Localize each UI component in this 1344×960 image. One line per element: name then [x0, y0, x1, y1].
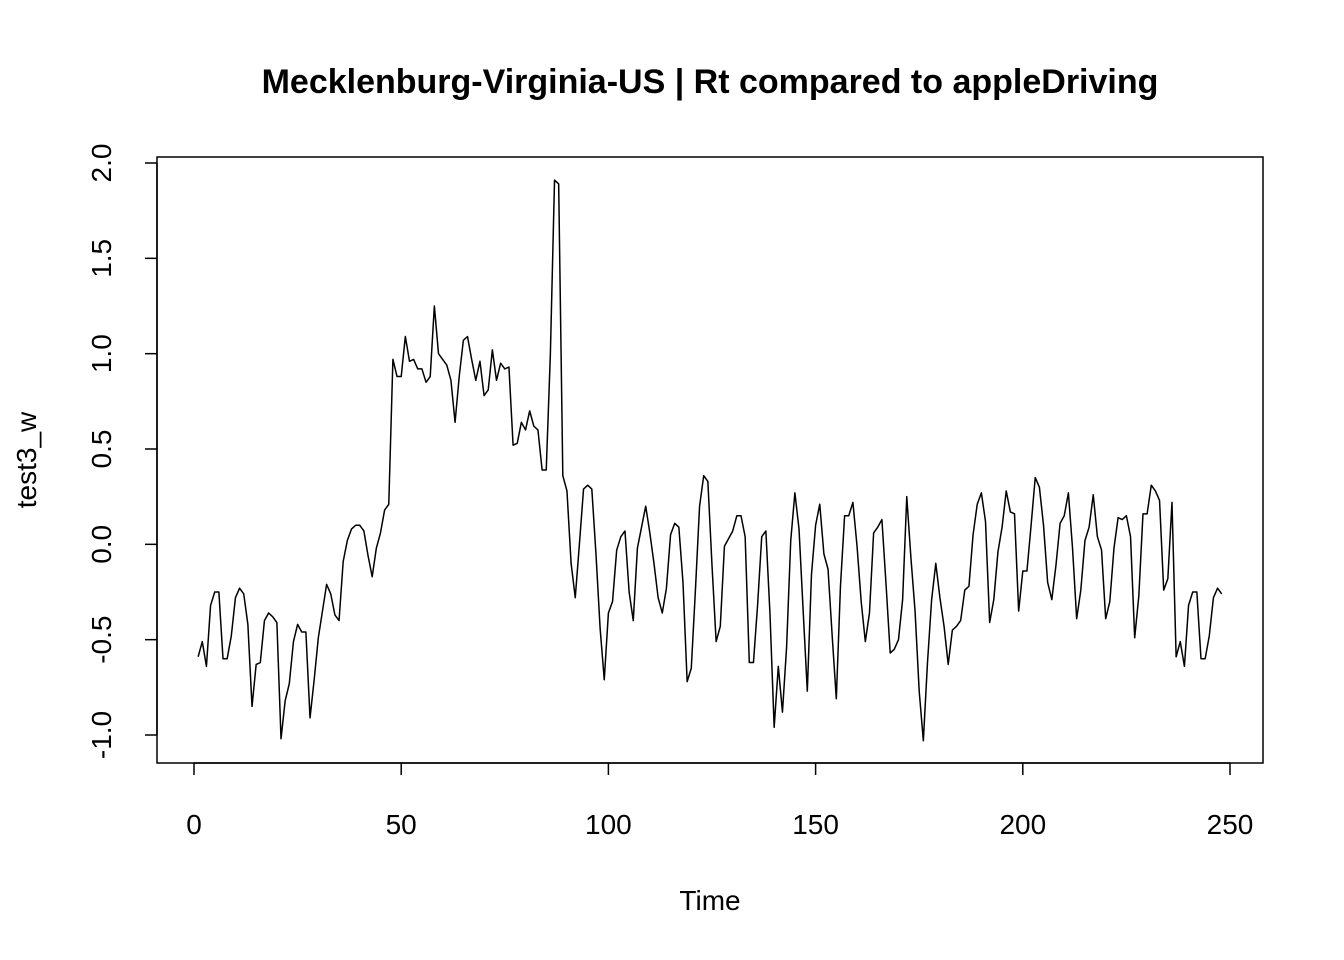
plot-frame: [156, 156, 1264, 764]
x-tick-label: 50: [386, 809, 417, 840]
x-tick-label: 100: [585, 809, 632, 840]
x-axis: 0 50 100 150 200 250: [186, 762, 1254, 840]
y-tick-label: 1.0: [86, 334, 117, 373]
y-tick-label: 2.0: [86, 144, 117, 183]
x-axis-label: Time: [679, 885, 740, 916]
series-line: [197, 179, 1223, 742]
y-tick-label: 0.5: [86, 430, 117, 469]
x-tick-label: 150: [792, 809, 839, 840]
x-tick-label: 0: [186, 809, 202, 840]
x-tick-label: 200: [999, 809, 1046, 840]
x-tick-label: 250: [1207, 809, 1254, 840]
y-axis-label: test3_w: [11, 411, 42, 508]
y-tick-label: -1.0: [86, 711, 117, 759]
y-tick-label: 1.5: [86, 239, 117, 278]
chart-title: Mecklenburg-Virginia-US | Rt compared to…: [262, 63, 1159, 101]
y-tick-label: 0.0: [86, 525, 117, 564]
y-axis: -1.0 -0.5 0.0 0.5 1.0 1.5 2.0: [86, 144, 158, 759]
y-tick-label: -0.5: [86, 616, 117, 664]
